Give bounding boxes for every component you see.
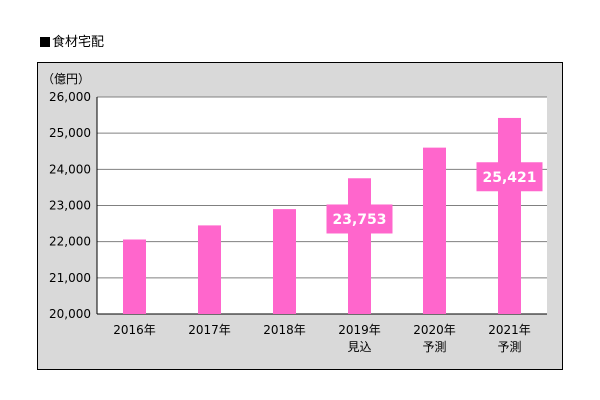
x-tick-label: 見込 xyxy=(347,340,371,354)
x-tick-label: 2020年 xyxy=(413,323,456,337)
bar xyxy=(123,239,146,314)
x-tick-label: 2018年 xyxy=(263,323,306,337)
bar xyxy=(498,117,521,315)
y-tick-label: 23,000 xyxy=(49,199,91,213)
bar xyxy=(348,178,371,314)
y-tick-label: 25,000 xyxy=(49,126,91,140)
y-tick-label: 20,000 xyxy=(49,307,91,321)
x-tick-label: 2017年 xyxy=(188,323,231,337)
square-bullet-icon xyxy=(40,37,50,47)
data-label-box xyxy=(326,204,393,234)
data-label: 25,421 xyxy=(482,170,536,186)
bar xyxy=(423,147,446,314)
y-tick-label: 22,000 xyxy=(49,235,91,249)
data-label-box xyxy=(476,162,543,192)
y-tick-label: 24,000 xyxy=(49,162,91,176)
data-label: 23,753 xyxy=(332,212,386,228)
y-tick-label: 26,000 xyxy=(49,90,91,104)
y-tick-label: 21,000 xyxy=(49,271,91,285)
x-tick-label: 2019年 xyxy=(338,323,381,337)
x-tick-label: 予測 xyxy=(422,340,446,354)
chart-heading: 食材宅配 xyxy=(40,35,104,51)
x-tick-label: 予測 xyxy=(497,340,521,354)
x-tick-label: 2016年 xyxy=(113,323,156,337)
x-tick-label: 2021年 xyxy=(488,323,531,337)
chart-title: 食材宅配 xyxy=(52,35,105,50)
bar xyxy=(273,209,296,314)
y-axis-unit-label: （億円） xyxy=(42,72,90,86)
bar xyxy=(198,225,221,314)
